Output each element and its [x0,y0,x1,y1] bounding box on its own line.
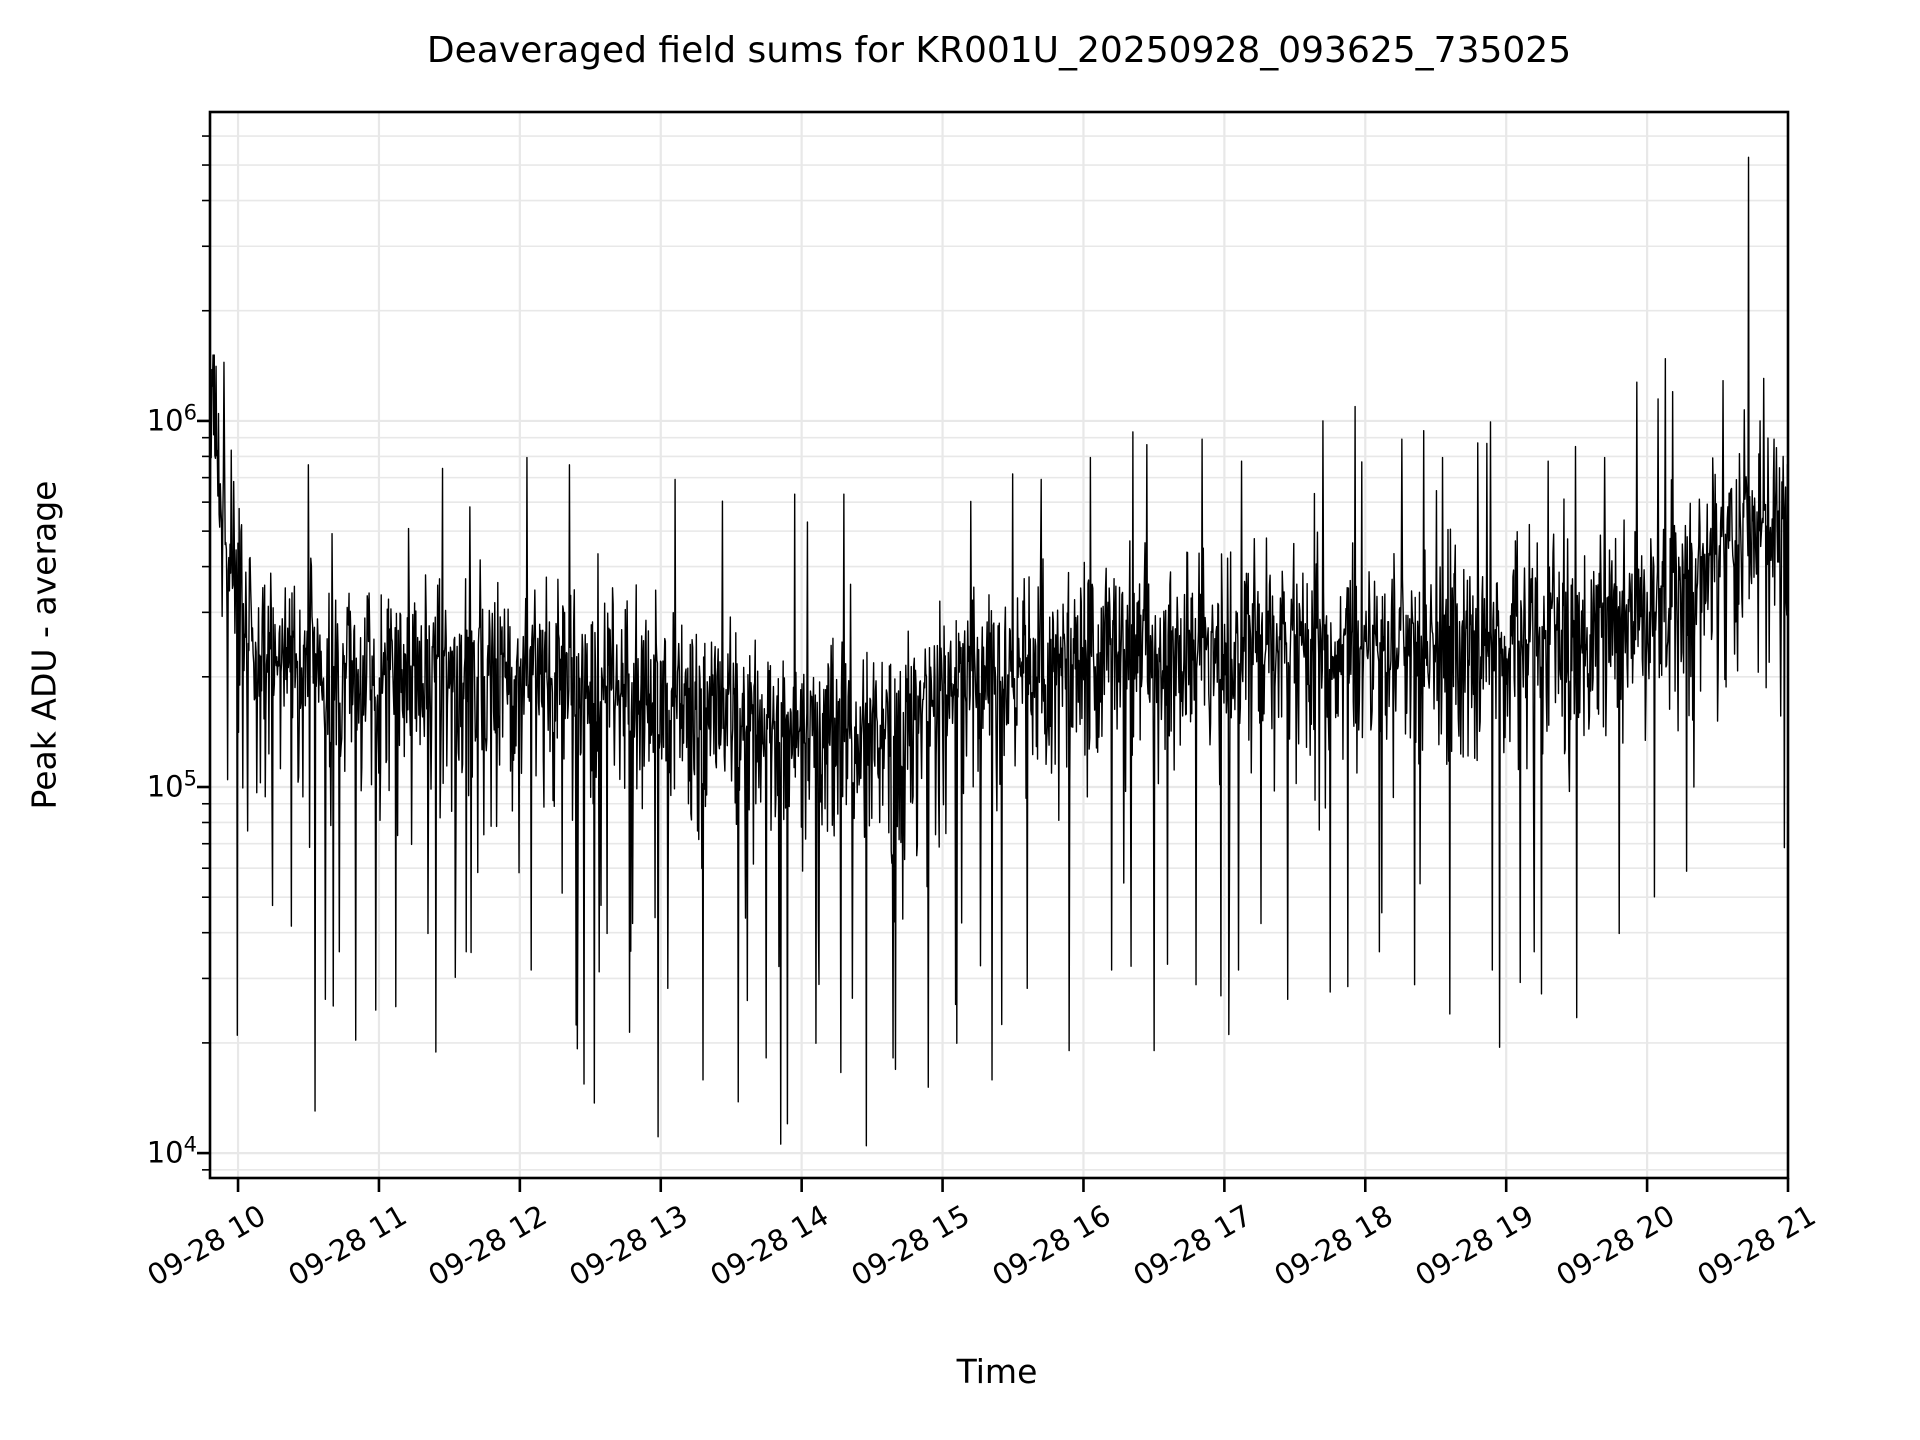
y-tick-exponent: 4 [183,1132,197,1157]
y-tick-exponent: 6 [183,400,197,425]
x-axis-label: Time [956,1352,1038,1391]
y-tick-exponent: 5 [183,766,197,791]
y-axis-label: Peak ADU - average [24,480,64,810]
major-gridlines [210,112,1790,1178]
axis-ticks [197,135,1790,1192]
y-tick-base: 10 [146,769,184,804]
minor-gridlines [210,135,1788,1171]
y-tick-label: 104 [146,1132,197,1170]
y-tick-label: 106 [146,400,197,438]
axes-spines [208,110,1790,1180]
chart-title: Deaveraged field sums for KR001U_2025092… [426,30,1572,71]
y-tick-label: 105 [146,766,197,804]
y-tick-base: 10 [146,403,184,438]
data-series [210,156,1788,1147]
y-tick-base: 10 [146,1135,184,1170]
